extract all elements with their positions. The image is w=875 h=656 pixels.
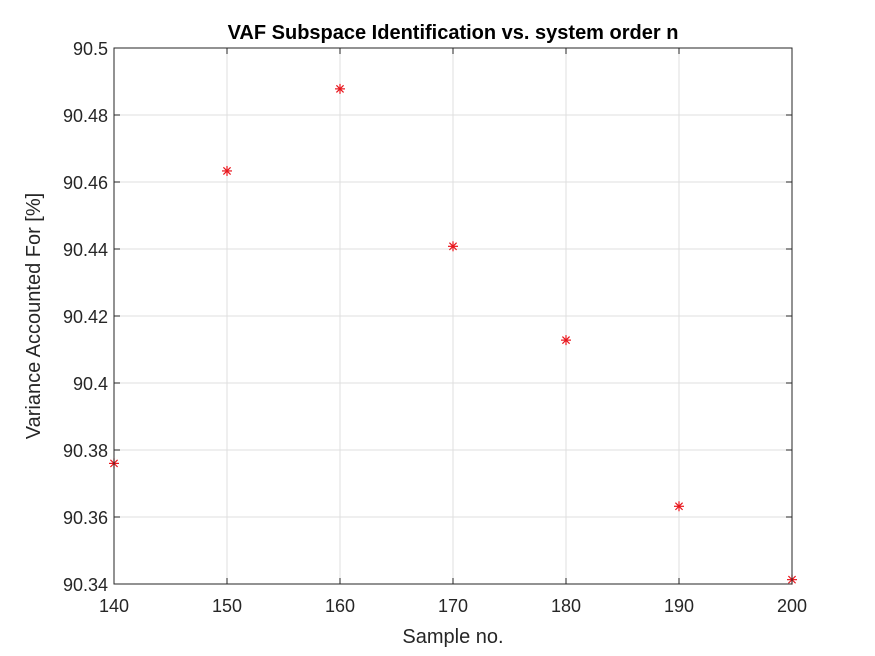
y-tick-label: 90.48 [63, 106, 108, 126]
x-tick-label: 160 [325, 596, 355, 616]
data-point [561, 335, 571, 346]
data-point [335, 83, 345, 94]
x-tick-label: 150 [212, 596, 242, 616]
chart-title: VAF Subspace Identification vs. system o… [228, 22, 679, 44]
data-point [448, 241, 458, 252]
y-tick-label: 90.34 [63, 575, 108, 595]
tick-marks [113, 47, 793, 585]
y-tick-label: 90.46 [63, 173, 108, 193]
y-tick-label: 90.5 [73, 39, 108, 59]
y-tick-label: 90.44 [63, 240, 108, 260]
y-tick-label: 90.42 [63, 307, 108, 327]
x-tick-label: 140 [99, 596, 129, 616]
x-tick-label: 200 [777, 596, 807, 616]
y-axis-label: Variance Accounted For [%] [23, 193, 45, 439]
y-tick-labels: 90.34 90.36 90.38 90.4 90.42 90.44 90.46 90.48 9… [63, 39, 108, 595]
data-point [222, 165, 232, 176]
y-tick-label: 90.38 [63, 441, 108, 461]
x-axis-label: Sample no. [402, 626, 503, 648]
y-tick-label: 90.36 [63, 508, 108, 528]
x-tick-label: 190 [664, 596, 694, 616]
x-tick-labels: 140 150 160 170 180 190 200 [99, 596, 807, 616]
x-tick-label: 170 [438, 596, 468, 616]
x-tick-label: 180 [551, 596, 581, 616]
data-point [674, 501, 684, 512]
y-tick-label: 90.4 [73, 374, 108, 394]
